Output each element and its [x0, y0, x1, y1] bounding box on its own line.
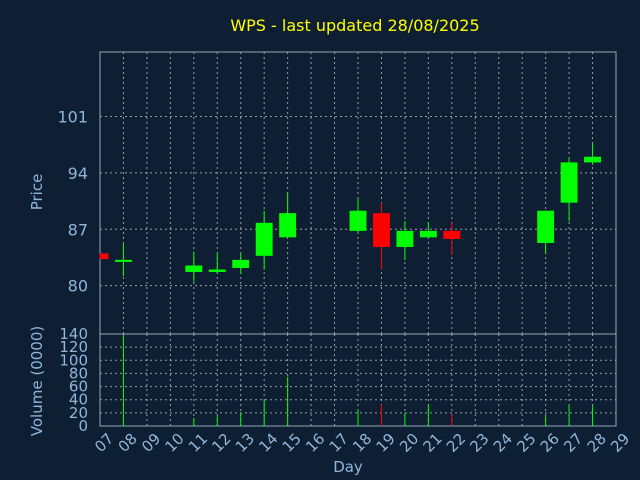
x-tick-label: 17 [326, 430, 352, 456]
candle-body [419, 230, 437, 238]
volume-y-tick-label: 40 [69, 391, 88, 409]
candle-body [279, 213, 297, 238]
price-y-tick-label: 94 [68, 164, 88, 183]
volume-y-tick-label: 100 [59, 351, 88, 369]
x-axis-ticks: 0708091011121314151617181920212223242526… [91, 430, 633, 456]
x-tick-label: 09 [138, 430, 164, 456]
x-tick-label: 22 [443, 430, 469, 456]
candle-body [100, 253, 109, 260]
x-tick-label: 08 [115, 430, 141, 456]
price-y-tick-label: 101 [57, 107, 88, 126]
candle-body [396, 230, 414, 247]
price-axis-label: Price [28, 174, 46, 211]
candle-body [208, 269, 226, 272]
candles [99, 143, 601, 282]
volume-y-tick-label: 120 [59, 338, 88, 356]
x-tick-label: 20 [396, 430, 422, 456]
volume-y-tick-label: 0 [78, 417, 88, 435]
x-tick-label: 23 [466, 430, 492, 456]
x-tick-label: 28 [584, 430, 610, 456]
x-tick-label: 19 [373, 430, 399, 456]
x-tick-label: 07 [91, 430, 117, 456]
price-grid [99, 52, 617, 334]
x-tick-label: 29 [607, 430, 633, 456]
x-tick-label: 21 [420, 430, 446, 456]
candle-body [349, 210, 367, 231]
volume-y-tick-label: 140 [59, 325, 88, 343]
candle-body [537, 210, 555, 243]
volume-y-tick-label: 20 [69, 404, 88, 422]
x-axis-label: Day [333, 458, 363, 476]
x-tick-label: 27 [560, 430, 586, 456]
x-tick-label: 10 [162, 430, 188, 456]
chart-title: WPS - last updated 28/08/2025 [230, 16, 479, 35]
candle-body [232, 259, 250, 268]
price-y-tick-label: 80 [68, 277, 88, 296]
candle-body [255, 222, 273, 256]
x-tick-label: 18 [349, 430, 375, 456]
volume-y-tick-label: 80 [69, 364, 88, 382]
x-tick-label: 11 [185, 430, 211, 456]
volume-y-tick-label: 60 [69, 378, 88, 396]
volume-bars [122, 335, 594, 426]
candle-body [560, 162, 578, 203]
price-y-tick-label: 87 [68, 220, 88, 239]
price-y-ticks: 80 87 94 101 [57, 107, 88, 295]
x-tick-label: 16 [302, 430, 328, 456]
volume-axis-label: Volume (0000) [28, 326, 46, 436]
x-tick-label: 26 [537, 430, 563, 456]
x-tick-label: 13 [232, 430, 258, 456]
x-tick-label: 24 [490, 430, 516, 456]
x-tick-label: 12 [208, 430, 234, 456]
x-tick-label: 25 [513, 430, 539, 456]
candle-body [185, 265, 203, 272]
candle-body [373, 213, 390, 247]
x-tick-label: 14 [255, 430, 281, 456]
x-tick-label: 15 [279, 430, 305, 456]
candle-body [443, 230, 461, 239]
candle-body [584, 156, 601, 163]
candle-body [115, 259, 132, 262]
